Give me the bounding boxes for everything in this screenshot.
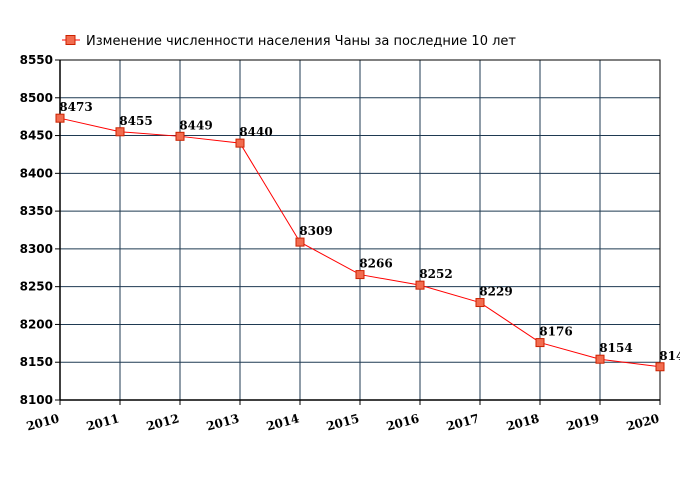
x-tick-label: 2015 [325, 411, 361, 433]
y-tick-label: 8300 [20, 242, 53, 256]
data-label: 8440 [239, 125, 272, 139]
data-point [415, 280, 425, 290]
x-tick-label: 2013 [205, 411, 241, 433]
x-tick-label: 2014 [265, 411, 301, 433]
y-tick-label: 8550 [20, 53, 53, 67]
legend-label: Изменение численности населения Чаны за … [86, 34, 516, 49]
x-tick-label: 2012 [145, 411, 181, 433]
x-tick-label: 2011 [85, 411, 121, 433]
data-point [115, 127, 125, 137]
data-point [175, 131, 185, 141]
y-tick-label: 8150 [20, 355, 53, 369]
y-tick-label: 8500 [20, 91, 53, 105]
y-tick-label: 8400 [20, 166, 53, 180]
y-tick-label: 8200 [20, 317, 53, 331]
data-point [595, 354, 605, 364]
y-tick-label: 8250 [20, 280, 53, 294]
data-label: 8229 [479, 285, 512, 299]
legend-marker [65, 35, 76, 45]
data-label: 8144 [659, 349, 680, 363]
y-tick-label: 8450 [20, 129, 53, 143]
series [55, 113, 665, 372]
y-tick-label: 8100 [20, 393, 53, 407]
x-tick-label: 2018 [505, 411, 541, 433]
x-tick-label: 2017 [445, 411, 481, 433]
data-point [475, 298, 485, 308]
x-tick-label: 2016 [385, 411, 421, 433]
data-label: 8176 [539, 325, 572, 339]
data-point [295, 237, 305, 247]
data-label: 8154 [599, 341, 632, 355]
data-label: 8473 [59, 100, 92, 114]
data-point [355, 270, 365, 280]
data-label: 8252 [419, 267, 452, 281]
data-point [235, 138, 245, 148]
data-label: 8455 [119, 114, 152, 128]
data-point [655, 362, 665, 372]
data-labels: 8473 8455 8449 8440 8309 8266 8252 8229 8176 8154… [59, 100, 680, 363]
y-axis-ticks: 8100 8150 8200 8250 8300 8350 8400 8450 8500 8550 [20, 53, 60, 407]
x-tick-label: 2020 [625, 411, 661, 433]
x-tick-label: 2010 [25, 411, 61, 433]
grid [59, 59, 661, 401]
y-tick-label: 8350 [20, 204, 53, 218]
data-point [535, 338, 545, 348]
data-label: 8309 [299, 224, 332, 238]
data-label: 8266 [359, 257, 392, 271]
data-label: 8449 [179, 118, 212, 132]
x-tick-label: 2019 [565, 411, 601, 433]
x-axis-ticks: 2010 2011 2012 2013 2014 2015 2016 2017 2018 2019… [25, 400, 661, 434]
legend: Изменение численности населения Чаны за … [62, 34, 516, 49]
data-point [55, 113, 65, 123]
